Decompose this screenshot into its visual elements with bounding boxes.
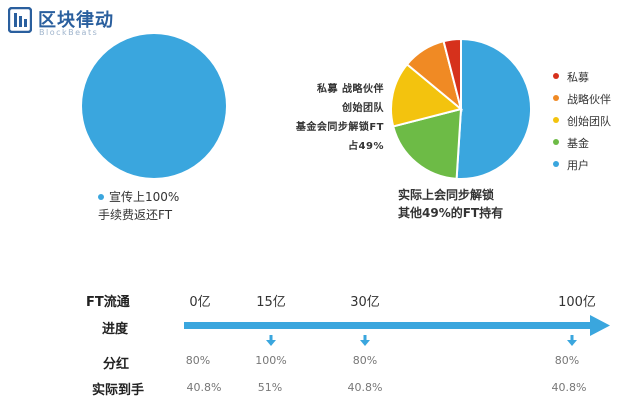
legend-dot-icon [553,73,559,79]
pie-slice-0 [455,38,532,180]
milestone-marker-icon [360,335,370,346]
row-label-received: 实际到手 [92,383,145,398]
brand-subtitle: BlockBeats [39,28,99,37]
legend-item-partners: 战略伙伴 [553,88,625,110]
dividend-value: 80% [352,354,378,367]
legend-item-users: 用户 [553,154,625,176]
row-label-progress: 进度 [102,322,129,337]
progress-bar [184,322,592,329]
received-value: 51% [257,381,283,394]
legend-label: 私募 [567,71,589,84]
legend-item-private: 私募 [553,66,625,88]
pie-chart-distribution [390,38,532,180]
pie-chart-claimed [82,34,226,178]
legend-dot-icon [553,139,559,145]
dividend-value: 100% [255,354,287,367]
legend-label: 用户 [567,159,589,172]
milestone-marker-icon [567,335,577,346]
logo-block-icon [8,7,32,33]
received-value: 40.8% [551,381,587,394]
caption-line-1: 宣传上100% [109,190,180,204]
annotation-line-2: 创始团队 [342,103,384,114]
milestone-label: 30亿 [350,295,380,310]
received-value: 40.8% [186,381,222,394]
annotation-line-3: 基金会同步解锁FT [295,122,384,133]
legend-dot-icon [553,117,559,123]
brand-name: 区块律动 [38,10,114,31]
legend-dot-icon [553,95,559,101]
received-value: 40.8% [347,381,383,394]
dividend-value: 80% [185,354,211,367]
brand-logo: 区块律动 BlockBeats [8,6,168,40]
caption-line-2: 手续费返还FT [98,208,173,222]
pie-slice-1 [391,107,463,180]
legend-label: 战略伙伴 [567,93,611,106]
row-label-circulation: FT流通 [86,295,130,310]
milestone-marker-icon [266,335,276,346]
caption-line-2: 其他49%的FT持有 [398,206,504,220]
progress-timeline: FT流通 进度 分红 实际到手 0亿 15亿 30亿 100亿 80% 100%… [0,280,628,410]
pie-caption-claimed: 宣传上100% 手续费返还FT [98,188,238,224]
dividend-value: 80% [554,354,580,367]
milestone-label: 15亿 [256,295,286,310]
pie-slice-2 [390,62,464,128]
pie-slice-4 [442,38,462,110]
caption-line: 宣传上100% [98,188,238,206]
progress-arrow [184,315,610,346]
legend-item-fund: 基金 [553,132,625,154]
milestone-label: 100亿 [558,295,596,310]
pie-slice-claimed [82,34,226,178]
caption-line-1: 实际上会同步解锁 [398,188,495,202]
row-label-dividend: 分红 [103,357,130,372]
pie-caption-distribution: 实际上会同步解锁 其他49%的FT持有 [398,186,558,222]
annotation-line-1: 私募 战略伙伴 [317,84,384,95]
legend-item-founders: 创始团队 [553,110,625,132]
legend-label: 基金 [567,137,589,150]
pie-legend: 私募 战略伙伴 创始团队 基金 用户 [553,66,625,176]
progress-arrowhead-icon [590,315,610,336]
annotation-line-4: 占49% [348,141,384,152]
caption-bullet-icon [98,193,104,200]
pie-annotation: 私募 战略伙伴 创始团队 基金会同步解锁FT 占49% [296,80,384,156]
legend-label: 创始团队 [567,115,611,128]
legend-dot-icon [553,161,559,167]
milestone-label: 0亿 [189,295,211,310]
